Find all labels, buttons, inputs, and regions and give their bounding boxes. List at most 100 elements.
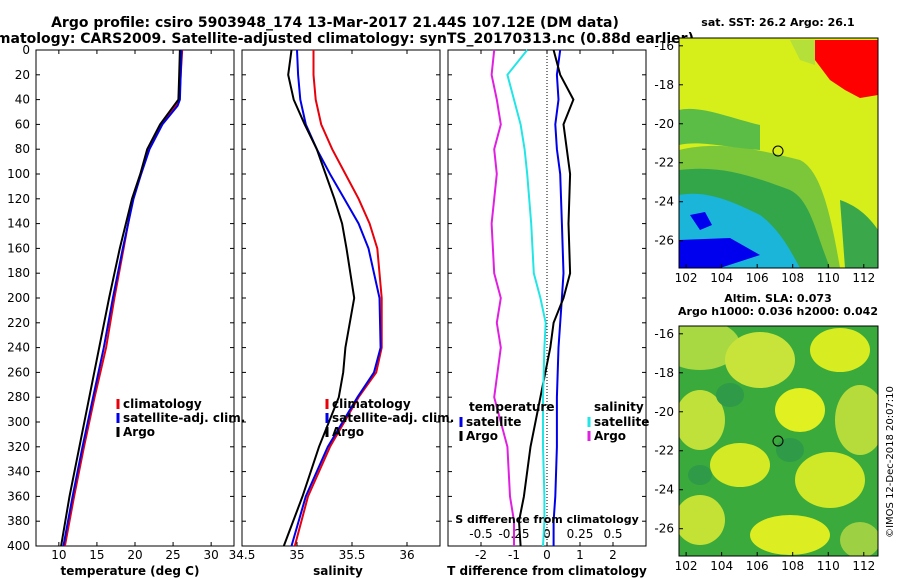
series-line-satellite-adj-clim- <box>290 49 382 547</box>
imos-stamp: ©IMOS 12-Dec-2018 20:07:10 <box>885 386 896 538</box>
legend-label: Argo <box>332 425 364 439</box>
map-x-tick-label: 110 <box>817 559 840 573</box>
depth-tick-label: 380 <box>7 514 30 528</box>
map-x-tick-label: 104 <box>710 559 733 573</box>
x-tick-label: 0 <box>543 548 551 562</box>
legend-label: Argo <box>594 429 626 443</box>
legend-label: climatology <box>332 397 411 411</box>
series-line-climatology <box>63 49 184 547</box>
legend-label: Argo <box>123 425 155 439</box>
map-y-tick-label: -16 <box>654 327 674 341</box>
legend-label: Argo <box>466 429 498 443</box>
depth-tick-label: 220 <box>7 316 30 330</box>
depth-tick-label: 80 <box>15 142 30 156</box>
map-y-tick-label: -18 <box>654 366 674 380</box>
series-line-climatology <box>293 50 383 547</box>
map-y-tick-label: -22 <box>654 156 674 170</box>
series-line-temperature-satellite <box>552 49 565 546</box>
sla-map-field <box>679 326 878 556</box>
t-difference-axis-label: T difference from climatology <box>447 564 647 578</box>
sst-map-axes: 102 104 106 108 110 112 -16 -18 -20 -22 -24 -26 <box>654 39 875 285</box>
sla-map-frame <box>678 325 879 557</box>
map-x-tick-label: 102 <box>675 559 698 573</box>
s-diff-tick-label: 0 <box>543 527 551 541</box>
x-tick-label: 36 <box>399 548 414 562</box>
x-tick-label: -1 <box>508 548 520 562</box>
x-tick-label: 15 <box>89 548 104 562</box>
map-y-tick-label: -16 <box>654 39 674 53</box>
map-y-tick-label: -24 <box>654 195 674 209</box>
map-x-tick-label: 106 <box>746 559 769 573</box>
x-tick-label: -2 <box>475 548 487 562</box>
map-y-tick-label: -26 <box>654 522 674 536</box>
map-x-tick-label: 108 <box>781 559 804 573</box>
legend-label: satellite <box>466 415 521 429</box>
series-line-argo <box>60 49 181 547</box>
x-tick-label: 20 <box>127 548 142 562</box>
legend-label: satellite-adj. clim. <box>332 411 454 425</box>
sst-map-field <box>679 38 878 268</box>
map-y-tick-label: -20 <box>654 117 674 131</box>
map-x-tick-label: 108 <box>781 271 804 285</box>
s-diff-tick-label: -0.5 <box>469 527 492 541</box>
temperature-panel-frame <box>35 49 235 547</box>
legend-label: satellite <box>594 415 649 429</box>
map-x-tick-label: 110 <box>817 271 840 285</box>
temperature-axis-label: temperature (deg C) <box>61 564 200 578</box>
s-diff-tick-label: 0.25 <box>567 527 594 541</box>
sla-map-title-line2: Argo h1000: 0.036 h2000: 0.042 <box>678 305 878 318</box>
depth-tick-label: 200 <box>7 291 30 305</box>
s-difference-axis-label: S difference from climatology <box>455 513 639 526</box>
salinity-axis-label: salinity <box>313 564 363 578</box>
s-diff-tick-label: 0.5 <box>603 527 622 541</box>
legend-label: satellite-adj. clim. <box>123 411 245 425</box>
series-line-salinity-argo <box>490 49 515 546</box>
depth-tick-label: 160 <box>7 241 30 255</box>
depth-tick-label: 260 <box>7 365 30 379</box>
sst-argo-marker <box>772 145 784 157</box>
map-x-tick-label: 102 <box>675 271 698 285</box>
depth-tick-label: 360 <box>7 489 30 503</box>
map-x-tick-label: 104 <box>710 271 733 285</box>
x-tick-label: 35.5 <box>339 548 366 562</box>
salinity-panel-frame <box>241 49 441 547</box>
map-y-tick-label: -18 <box>654 78 674 92</box>
sla-map-axes: 102 104 106 108 110 112 -16 -18 -20 -22 -24 -26 <box>654 327 875 573</box>
series-line-temperature-argo <box>517 49 575 547</box>
depth-tick-label: 140 <box>7 217 30 231</box>
depth-tick-label: 300 <box>7 415 30 429</box>
sla-argo-marker <box>772 435 784 447</box>
depth-tick-label: 20 <box>15 68 30 82</box>
depth-tick-label: 120 <box>7 192 30 206</box>
sst-map-title: sat. SST: 26.2 Argo: 26.1 <box>701 16 854 29</box>
depth-tick-label: 40 <box>15 93 30 107</box>
difference-panel-frame <box>447 49 647 547</box>
x-tick-label: 2 <box>609 548 617 562</box>
figure-title-line2: Climatology: CARS2009. Satellite-adjuste… <box>0 31 694 47</box>
map-y-tick-label: -26 <box>654 234 674 248</box>
depth-tick-label: 320 <box>7 440 30 454</box>
x-tick-label: 30 <box>204 548 219 562</box>
depth-tick-label: 60 <box>15 117 30 131</box>
sla-map-title-line1: Altim. SLA: 0.073 <box>724 292 831 305</box>
depth-tick-label: 400 <box>7 539 30 553</box>
x-tick-label: 34.5 <box>229 548 256 562</box>
depth-tick-label: 0 <box>22 43 30 57</box>
depth-axis: 0 20 40 60 80 100 120 140 160 180 200 220 240 260 280 3… <box>7 43 646 553</box>
legend-title-salinity: salinity <box>594 400 644 414</box>
figure-title-line1: Argo profile: csiro 5903948_174 13-Mar-2… <box>51 15 619 31</box>
depth-tick-label: 180 <box>7 266 30 280</box>
x-tick-label: 1 <box>576 548 584 562</box>
x-tick-label: 10 <box>51 548 66 562</box>
legend-title-temperature: temperature <box>469 400 554 414</box>
depth-tick-label: 100 <box>7 167 30 181</box>
map-x-tick-label: 106 <box>746 271 769 285</box>
sst-map-frame <box>678 37 879 269</box>
depth-tick-label: 340 <box>7 465 30 479</box>
series-line-satellite-adj-clim- <box>62 49 183 547</box>
map-y-tick-label: -24 <box>654 483 674 497</box>
